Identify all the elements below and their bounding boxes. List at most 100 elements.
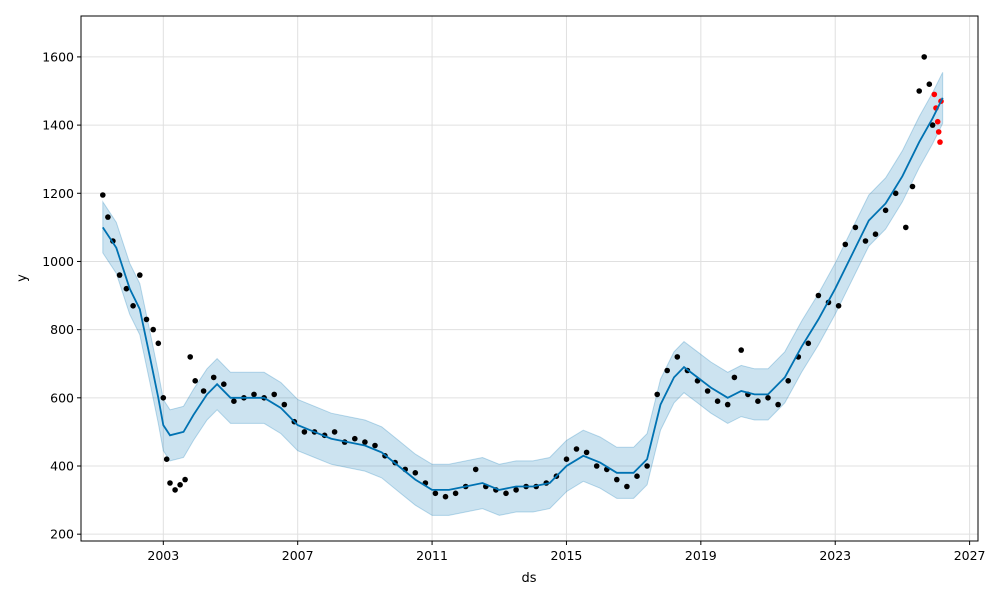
forecast-point [935,129,942,135]
observed-point [664,367,670,374]
x-tick-label: 2011 [416,548,448,563]
uncertainty-band [102,72,944,516]
observed-point [815,292,822,299]
observed-point [785,378,791,384]
observed-point [116,272,123,278]
observed-point [892,190,899,197]
y-tick-label: 1600 [42,49,74,64]
observed-point [362,439,368,445]
observed-point [929,122,936,128]
observed-point [187,354,193,360]
observed-point [172,487,178,493]
observed-point [352,435,358,442]
x-tick-label: 2019 [685,548,717,563]
observed-point [123,285,130,292]
observed-point [200,388,207,394]
observed-points [100,54,936,500]
observed-point [704,388,711,394]
x-tick-label: 2003 [147,548,179,563]
observed-point [182,476,188,483]
observed-point [100,192,106,198]
observed-point [503,490,509,497]
y-tick-label: 600 [50,390,74,405]
observed-point [882,207,889,214]
forecast-point [931,91,938,98]
observed-point [852,224,859,231]
observed-point [738,347,744,353]
observed-point [167,480,173,486]
x-tick-label: 2027 [954,548,986,563]
uncertainty-band-area [102,72,944,516]
y-axis: 200 400 600 800 1000 1200 1400 1600 [42,49,81,542]
y-tick-label: 800 [50,322,74,337]
observed-point [155,340,162,347]
x-axis-label: ds [521,571,536,586]
observed-point [513,487,519,493]
observed-point [775,401,781,408]
observed-point [872,231,879,237]
observed-point [281,401,288,408]
observed-point [177,482,183,488]
observed-point [644,463,650,469]
observed-point [251,391,257,398]
grid [81,16,978,541]
observed-point [674,354,681,360]
observed-point [624,483,630,490]
y-tick-label: 1200 [42,186,74,201]
observed-point [150,326,156,333]
observed-point [926,81,933,87]
observed-point [909,183,916,190]
forecast-point [934,118,941,125]
x-tick-label: 2007 [282,548,314,563]
observed-point [163,456,170,463]
y-tick-label: 1400 [42,118,74,133]
observed-point [442,493,449,500]
trend-line [102,97,944,491]
observed-point [130,303,136,309]
observed-point [472,466,479,473]
observed-point [563,456,570,463]
observed-point [921,54,927,60]
observed-point [614,476,620,483]
observed-point [452,490,459,497]
y-tick-label: 200 [50,527,74,542]
observed-point [137,272,143,278]
observed-point [835,303,842,309]
observed-point [731,374,738,381]
observed-point [160,395,167,401]
observed-point [412,470,419,476]
observed-point [210,374,217,381]
observed-point [755,398,761,405]
observed-point [903,224,909,231]
observed-point [634,473,640,480]
x-tick-label: 2023 [819,548,851,563]
observed-point [143,316,150,323]
observed-point [805,340,812,347]
plot-frame [80,15,979,542]
observed-point [714,398,721,405]
observed-point [231,398,237,405]
y-tick-label: 400 [50,459,74,474]
observed-point [105,214,111,220]
observed-point [862,238,869,244]
observed-point [724,401,731,408]
observed-point [432,490,439,497]
observed-point [654,391,660,398]
trend-line-path [102,97,944,491]
observed-point [583,449,590,456]
y-tick-label: 1000 [42,254,74,269]
x-tick-label: 2015 [551,548,583,563]
observed-point [331,429,338,435]
observed-point [372,442,378,449]
observed-point [593,463,600,469]
observed-point [192,378,198,384]
x-axis: 2003 2007 2011 2015 2019 2023 2027 [147,541,986,563]
y-axis-label: y [15,274,30,282]
observed-point [573,446,580,452]
forecast-point [937,139,943,145]
observed-point [765,395,771,401]
observed-point [221,381,227,388]
observed-point [842,241,849,248]
